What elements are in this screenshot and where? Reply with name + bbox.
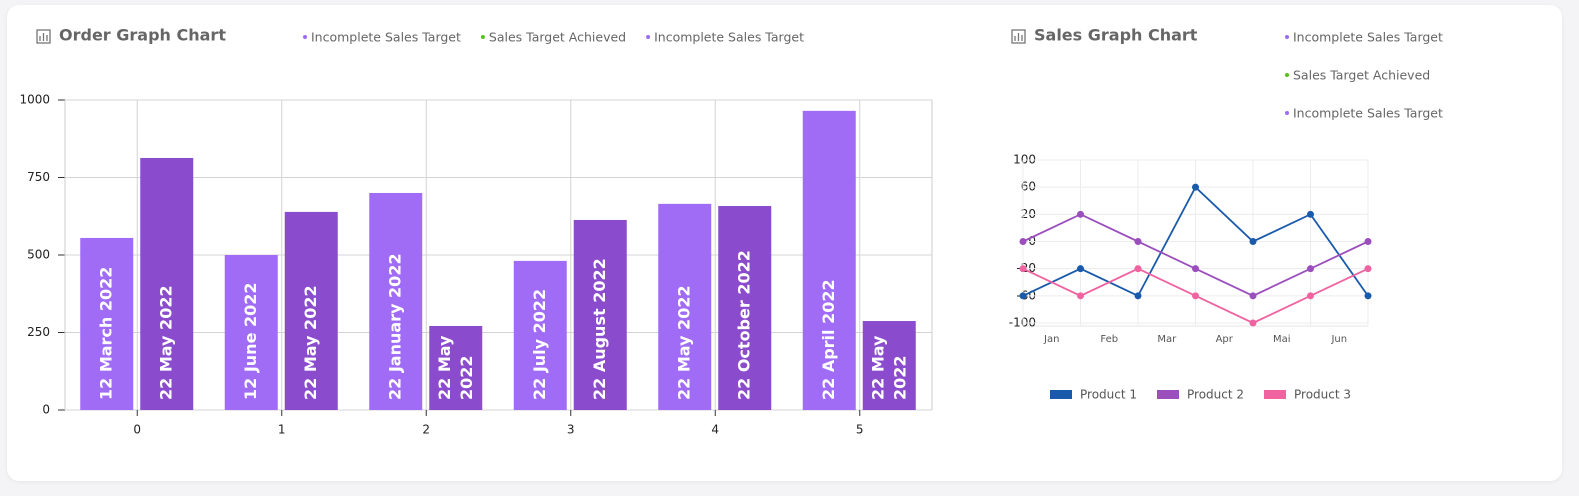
y-tick-label: 250	[27, 325, 50, 339]
point	[1019, 265, 1027, 273]
x-tick-label: 0	[133, 423, 141, 437]
point	[1134, 265, 1142, 273]
bar-label: 22 October 2022	[734, 250, 753, 400]
chart-title: Order Graph Chart	[59, 26, 226, 45]
legend-dot	[646, 35, 651, 39]
legend-dot	[1285, 35, 1289, 39]
bar-label: 22 May 2022	[674, 285, 693, 400]
point	[1077, 265, 1084, 273]
bar	[369, 193, 423, 410]
bar	[802, 110, 856, 410]
chart-icon	[1011, 29, 1026, 44]
x-tick-label: Jun	[1330, 334, 1347, 345]
y-tick-label: 0	[42, 403, 50, 417]
x-tick-label: Jan	[1043, 334, 1059, 345]
bar	[513, 260, 567, 410]
legend-dot	[1285, 111, 1289, 115]
point	[1364, 292, 1372, 300]
x-tick-label: Apr	[1216, 334, 1234, 345]
legend-label: Sales Target Achieved	[1293, 68, 1430, 83]
point	[1192, 183, 1199, 191]
point	[1307, 265, 1314, 273]
legend-label: Incomplete Sales Target	[654, 30, 804, 45]
bar-label: 12 June 2022	[241, 282, 260, 400]
bar-label: 22 May 2022	[301, 285, 320, 400]
point	[1019, 238, 1027, 245]
x-tick-label: Mar	[1157, 334, 1177, 345]
x-tick-label: 4	[711, 423, 719, 437]
bar	[140, 157, 194, 410]
legend-label: Product 1	[1080, 388, 1137, 402]
x-tick-label: 2	[422, 423, 430, 437]
legend-label: Product 3	[1294, 388, 1351, 402]
x-tick-label: 5	[856, 423, 864, 437]
point	[1307, 292, 1314, 300]
legend-label: Sales Target Achieved	[489, 30, 626, 45]
legend-dot	[303, 35, 307, 39]
y-tick-label: -100	[1009, 316, 1036, 330]
point	[1364, 265, 1372, 273]
point	[1134, 292, 1142, 300]
point	[1077, 210, 1084, 218]
bar-label: 22 August 2022	[590, 258, 609, 400]
legend-dot	[480, 35, 485, 39]
legend-label: Incomplete Sales Target	[311, 30, 461, 45]
bar	[284, 211, 338, 410]
y-tick-label: 750	[27, 170, 50, 184]
legend-swatch	[1157, 390, 1179, 399]
bar	[80, 237, 134, 410]
point	[1192, 265, 1199, 273]
legend-dot	[1285, 73, 1289, 77]
point	[1134, 238, 1142, 245]
legend-label: Incomplete Sales Target	[1293, 30, 1443, 45]
bar-label: 22 January 2022	[385, 253, 404, 400]
bar-label: 12 March 2022	[96, 267, 115, 400]
point	[1077, 292, 1084, 300]
point	[1192, 292, 1199, 300]
chart-icon	[36, 29, 51, 44]
bar	[718, 206, 772, 410]
bar-label: 22 April 2022	[819, 279, 838, 400]
point	[1019, 292, 1027, 300]
legend-swatch	[1050, 390, 1072, 399]
bar-label: 22 May 2022	[868, 335, 909, 400]
y-tick-label: 1000	[19, 93, 50, 107]
bar	[224, 255, 278, 410]
y-tick-label: 500	[27, 248, 50, 262]
bar	[573, 219, 627, 410]
bar	[862, 321, 916, 410]
bar	[429, 325, 483, 410]
legend-label: Incomplete Sales Target	[1293, 106, 1443, 121]
bar-label: 22 May 2022	[434, 335, 475, 400]
chart-title: Sales Graph Chart	[1034, 26, 1198, 45]
point	[1364, 238, 1372, 245]
point	[1249, 319, 1257, 327]
x-tick-label: Mai	[1273, 334, 1291, 345]
point	[1307, 210, 1314, 218]
point	[1249, 292, 1257, 300]
point	[1249, 238, 1257, 245]
legend-swatch	[1264, 390, 1286, 399]
legend-label: Product 2	[1187, 388, 1244, 402]
bar-label: 22 July 2022	[530, 289, 549, 400]
x-tick-label: Feb	[1100, 334, 1118, 345]
x-tick-label: 1	[278, 423, 286, 437]
bar	[658, 203, 712, 410]
bar-label: 22 May 2022	[156, 285, 175, 400]
x-tick-label: 3	[567, 423, 575, 437]
